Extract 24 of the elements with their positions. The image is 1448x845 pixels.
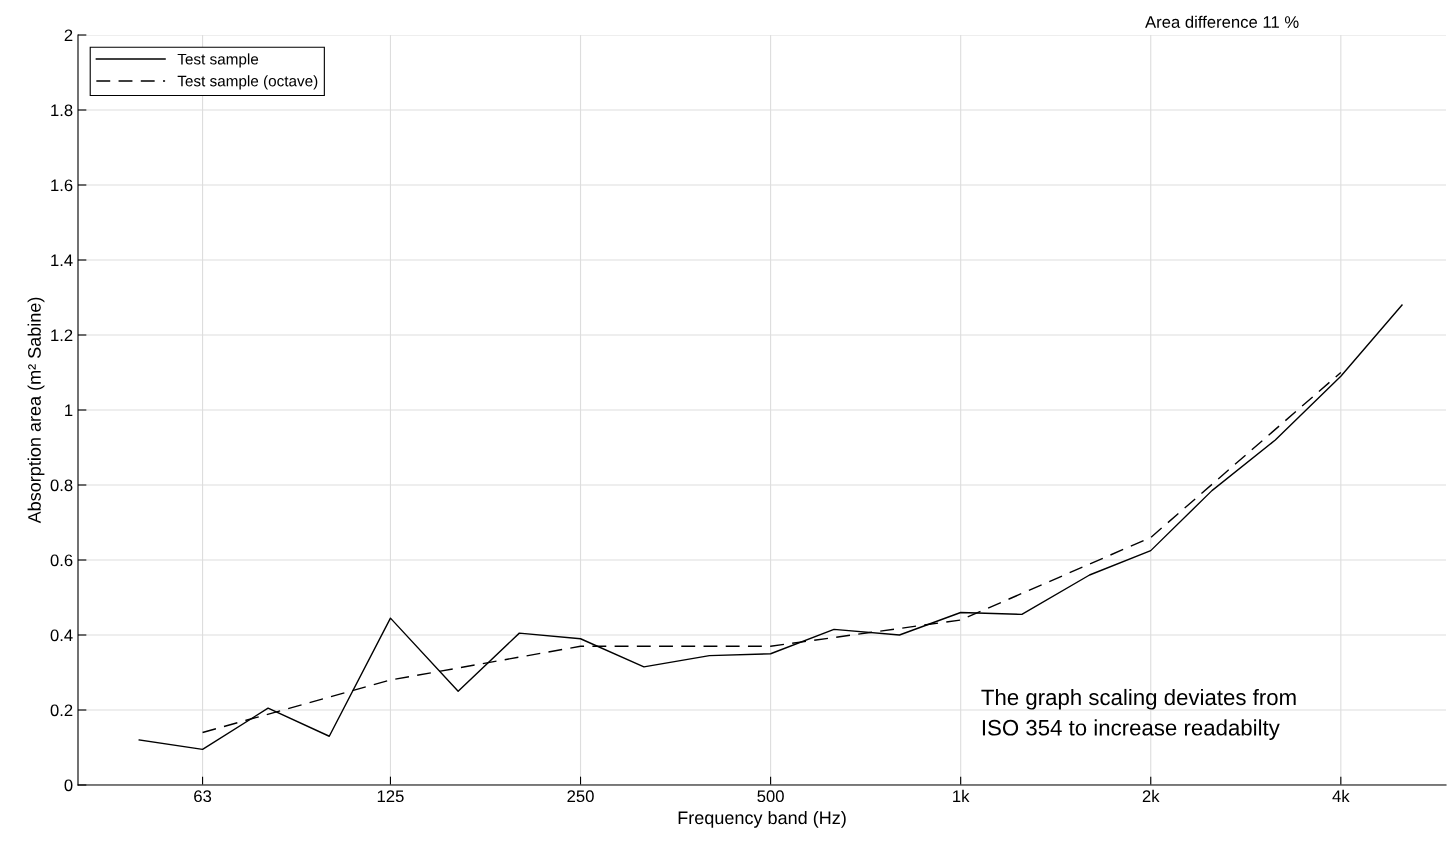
y-tick-label: 0.4 <box>50 629 73 642</box>
x-tick-label: 4k <box>1332 789 1350 802</box>
y-tick-label: 0 <box>64 779 73 792</box>
x-tick-label: 250 <box>567 790 594 803</box>
x-tick-label: 1k <box>953 789 970 802</box>
y-tick-label: 1.6 <box>51 179 73 192</box>
annotation: The graph scaling deviates from ISO 354 to increase readabilty <box>981 688 1296 740</box>
y-tick-label: 1.2 <box>51 329 73 342</box>
y-tick-label: 0.8 <box>50 479 73 492</box>
y-tick-label: 0.6 <box>50 554 73 567</box>
text: Area difference 11 % <box>1145 15 1299 28</box>
y-tick-label: 1 <box>65 404 73 417</box>
y-axis-title: Absorption area (m² Sabine) <box>27 297 45 524</box>
legend-label: Test sample (octave) <box>177 75 318 90</box>
y-tick-label: 2 <box>64 29 73 42</box>
x-tick-label: 125 <box>377 790 404 803</box>
x-axis-title: Frequency band (Hz) <box>678 810 846 828</box>
x-tick-label: 500 <box>757 790 784 803</box>
y-tick-label: 1.8 <box>51 104 73 117</box>
legend-label: Test sample <box>177 53 259 68</box>
x-tick-label: 2k <box>1142 789 1160 802</box>
y-tick-label: 1.4 <box>51 254 73 267</box>
y-tick-label: 0.2 <box>50 704 73 717</box>
x-tick-label: 63 <box>194 790 212 803</box>
